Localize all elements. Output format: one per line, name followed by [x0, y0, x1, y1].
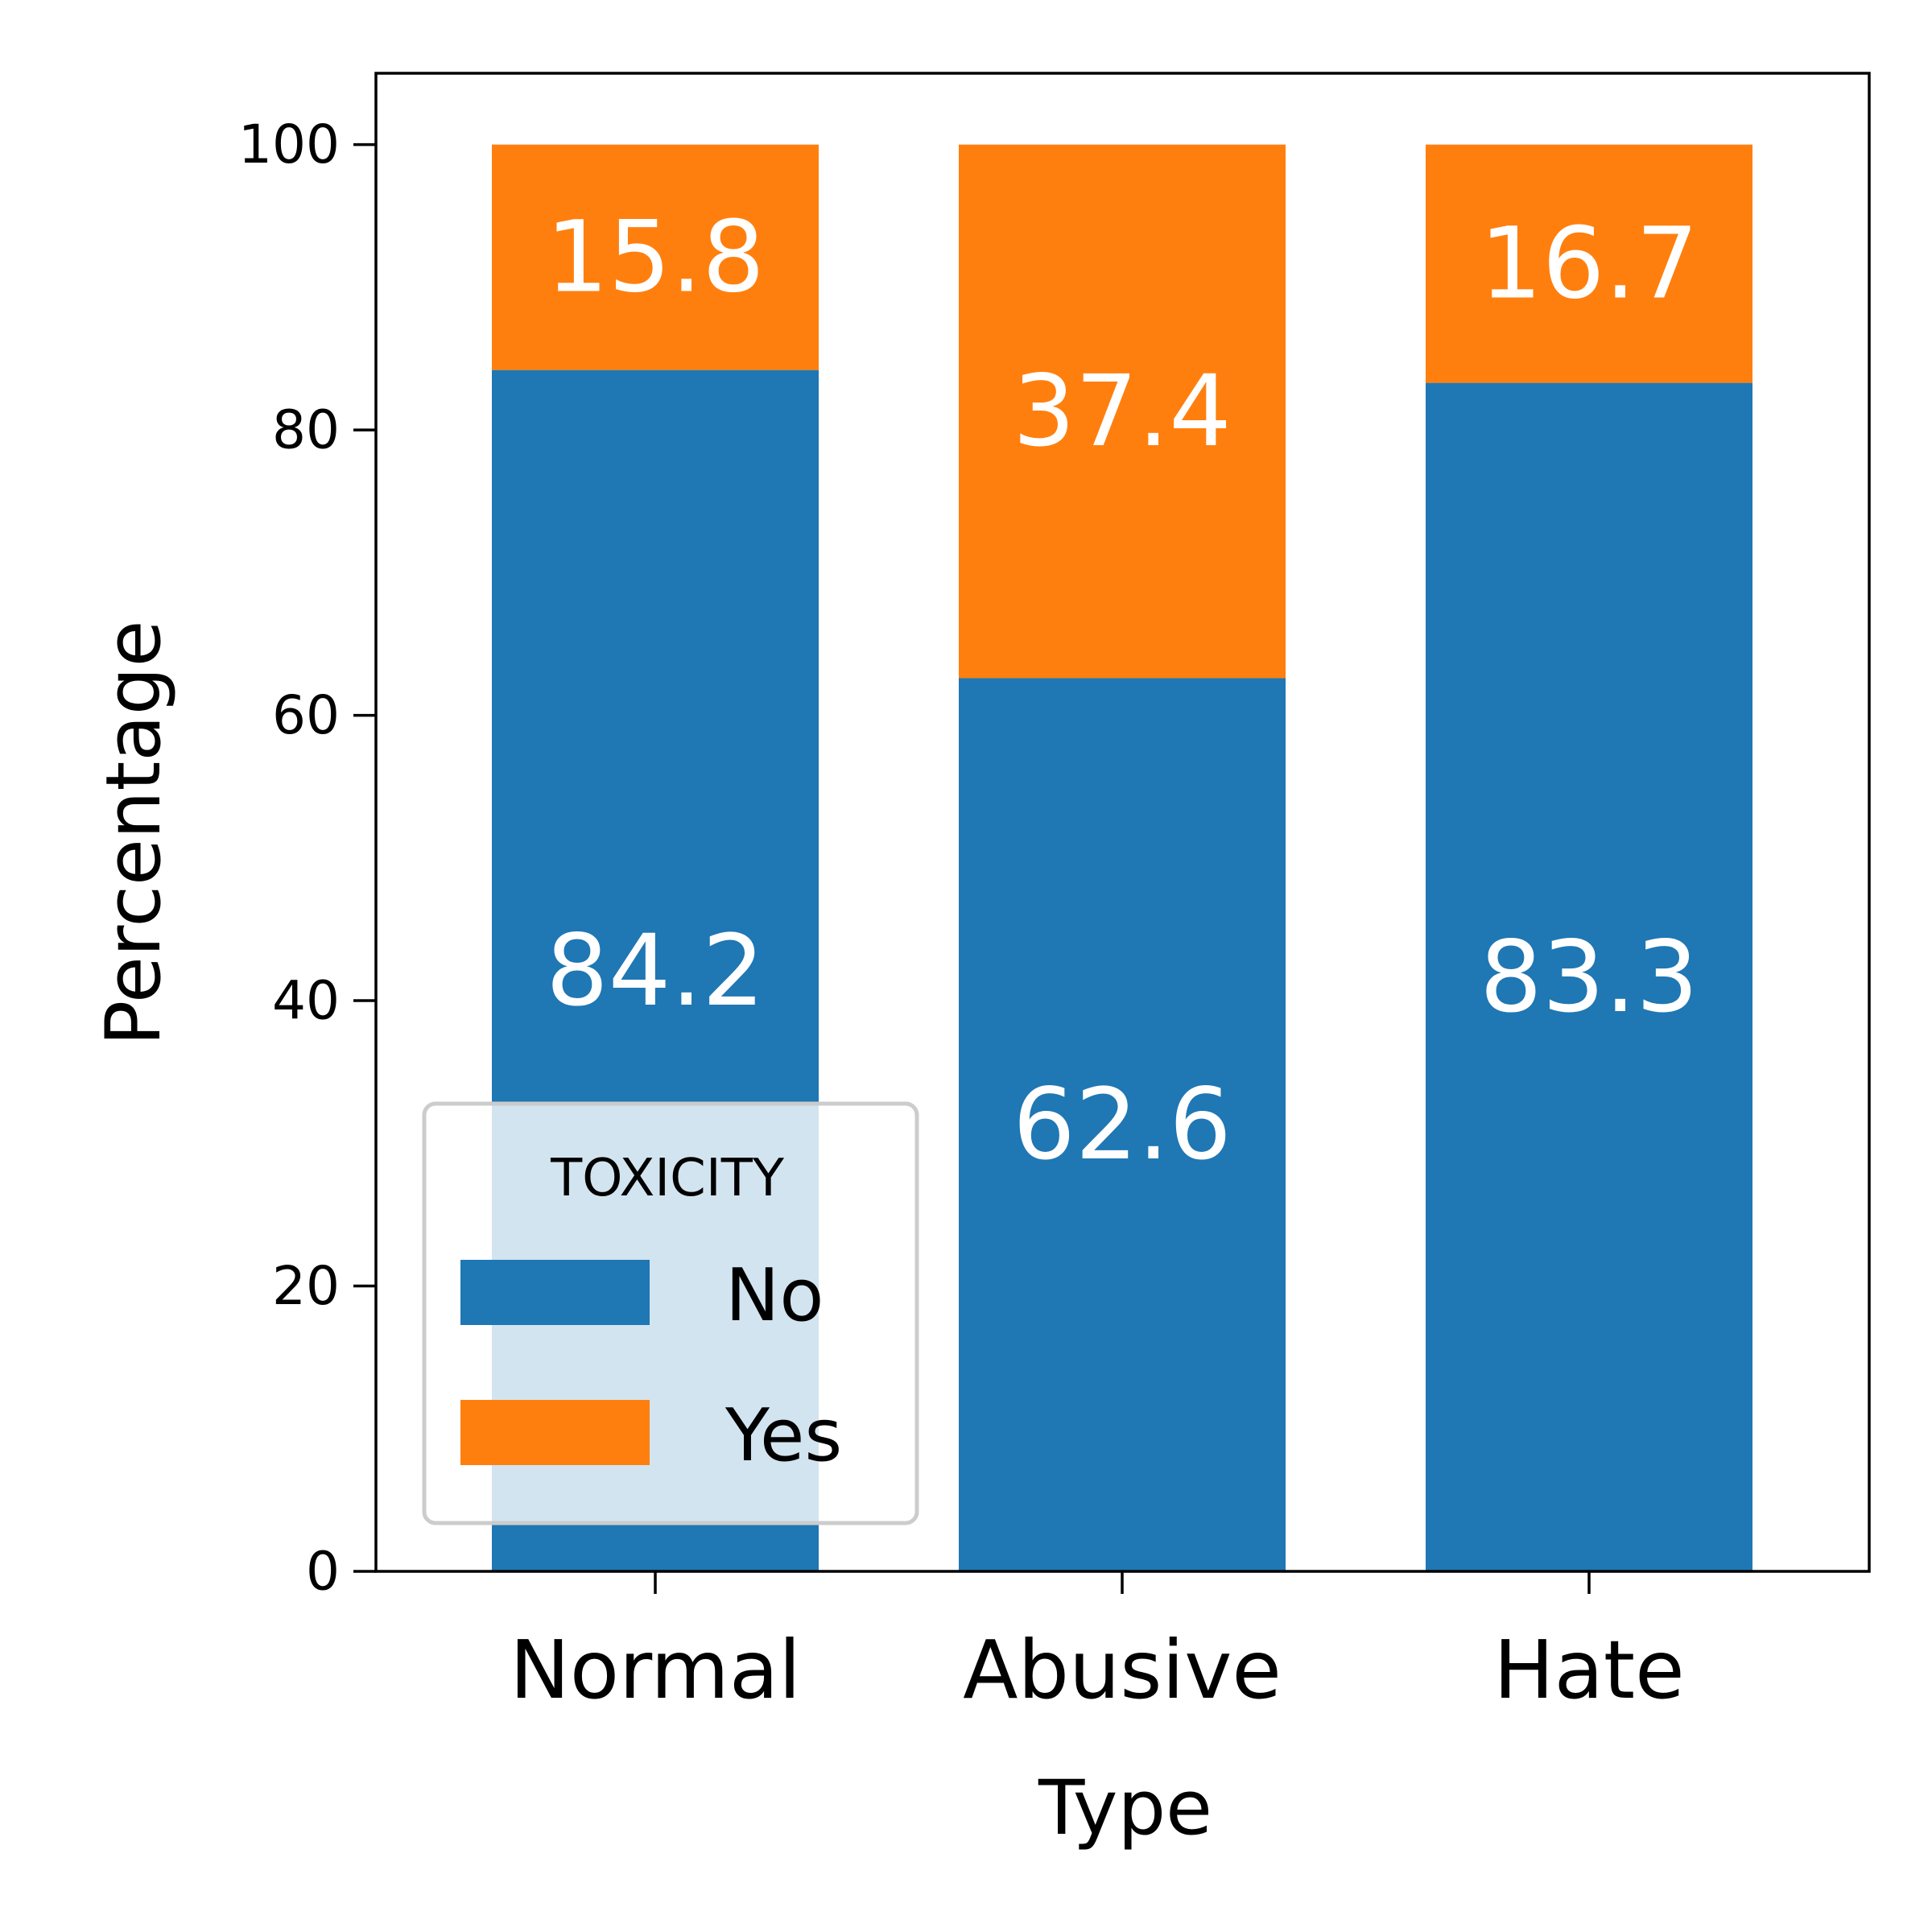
y-axis-label: Percentage — [90, 621, 178, 1046]
x-tick-label-normal: Normal — [510, 1623, 801, 1717]
bar-normal-yes — [492, 144, 819, 370]
bars-layer — [492, 144, 1752, 1571]
value-label-hate-no: 83.3 — [1480, 920, 1699, 1034]
y-tick-label-20: 20 — [272, 1255, 340, 1317]
x-axis: Normal Abusive Hate — [510, 1571, 1685, 1717]
y-tick-label-100: 100 — [238, 114, 340, 175]
value-label-hate-yes: 16.7 — [1480, 207, 1699, 321]
value-labels-layer: 84.2 15.8 62.6 37.4 83.3 16.7 — [546, 200, 1699, 1183]
bar-abusive-yes — [959, 144, 1286, 679]
legend-swatch-yes — [460, 1400, 650, 1465]
y-tick-label-60: 60 — [272, 684, 340, 746]
legend-swatch-no — [460, 1260, 650, 1325]
bar-abusive-no — [959, 678, 1286, 1571]
x-tick-label-hate: Hate — [1493, 1623, 1684, 1717]
legend-label-no: No — [725, 1253, 824, 1338]
bar-hate-no — [1426, 382, 1752, 1571]
x-axis-label: Type — [1038, 1765, 1212, 1852]
y-tick-label-0: 0 — [306, 1541, 340, 1603]
value-label-abusive-yes: 37.4 — [1013, 354, 1232, 469]
y-tick-label-40: 40 — [272, 970, 340, 1032]
y-axis: 0 20 40 60 80 100 — [238, 114, 376, 1603]
legend-title: TOXICITY — [550, 1149, 785, 1208]
value-label-normal-yes: 15.8 — [546, 200, 765, 315]
legend-label-yes: Yes — [724, 1393, 842, 1478]
legend: TOXICITY No Yes — [422, 1101, 919, 1525]
bar-hate-yes — [1426, 144, 1752, 383]
value-label-normal-no: 84.2 — [546, 914, 765, 1028]
value-label-abusive-no: 62.6 — [1013, 1067, 1232, 1182]
y-tick-label-80: 80 — [272, 399, 340, 461]
x-tick-label-abusive: Abusive — [963, 1623, 1282, 1717]
